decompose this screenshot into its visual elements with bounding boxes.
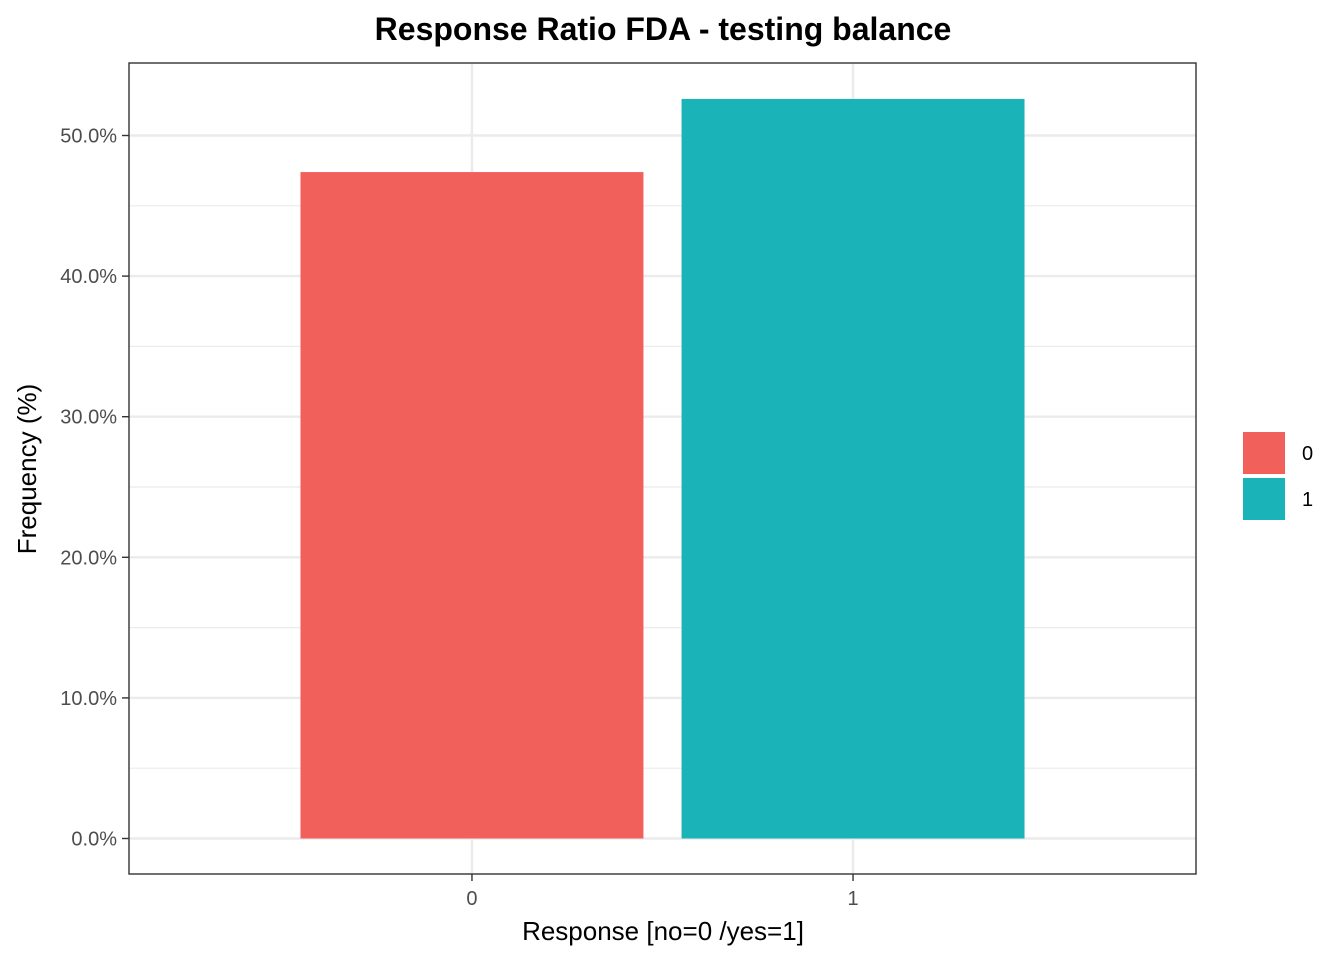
legend: 01 — [1243, 432, 1313, 520]
panel-border — [128, 62, 1197, 875]
panel-background — [129, 63, 1196, 874]
x-tick-label: 0 — [466, 888, 477, 910]
legend-label-1: 1 — [1302, 489, 1313, 511]
y-tick-label: 10.0% — [60, 688, 117, 710]
y-tick-label: 0.0% — [71, 829, 117, 851]
chart-title: Response Ratio FDA - testing balance — [375, 11, 952, 47]
y-axis-title: Frequency (%) — [12, 384, 42, 555]
y-tick-label: 50.0% — [60, 126, 117, 148]
y-tick-label: 30.0% — [60, 407, 117, 429]
y-tick-label: 40.0% — [60, 266, 117, 288]
bar-1 — [681, 98, 1025, 839]
legend-key-1 — [1243, 478, 1285, 520]
bar-0 — [300, 172, 644, 839]
legend-label-0: 0 — [1302, 443, 1313, 465]
x-tick-label: 1 — [847, 888, 858, 910]
y-tick-label: 20.0% — [60, 547, 117, 569]
x-axis-title: Response [no=0 /yes=1] — [522, 916, 804, 946]
plot-panel: 0.0% 10.0% 20.0% 30.0% 40.0% 50.0% 0 1 — [60, 62, 1197, 910]
legend-key-0 — [1243, 432, 1285, 474]
